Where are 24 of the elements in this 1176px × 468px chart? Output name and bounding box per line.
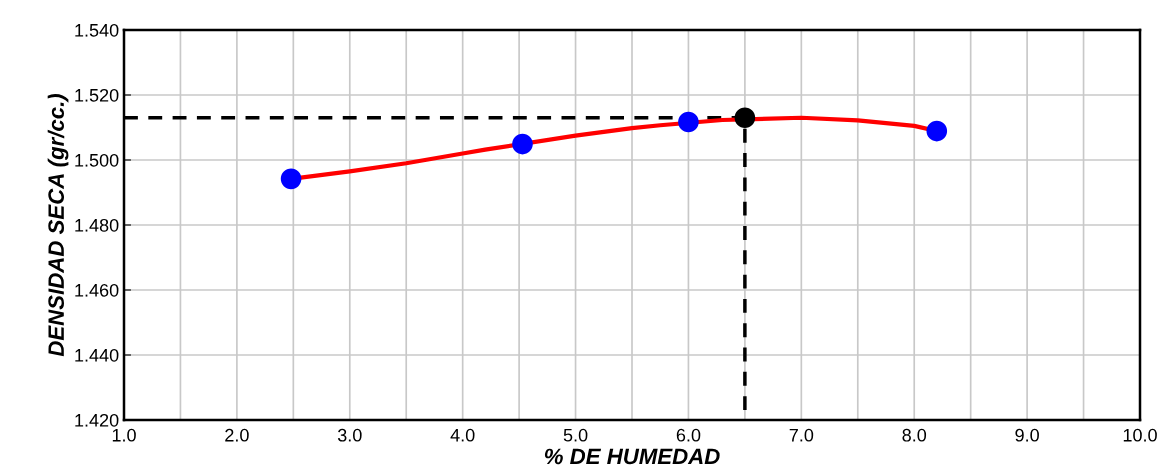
x-tick-label: 3.0 — [337, 428, 362, 442]
x-tick-label: 10.0 — [1123, 428, 1157, 442]
y-axis-title: DENSIDAD SECA (gr/cc.) — [47, 93, 69, 357]
x-tick-label: 1.0 — [112, 428, 136, 442]
x-tick-label: 7.0 — [789, 428, 814, 442]
x-tick-label: 4.0 — [450, 428, 475, 442]
y-tick-label: 1.480 — [75, 218, 119, 232]
x-tick-label: 5.0 — [563, 428, 588, 442]
x-tick-label: 8.0 — [902, 428, 927, 442]
y-tick-label: 1.500 — [75, 153, 119, 167]
point — [926, 120, 948, 142]
point — [512, 133, 533, 155]
y-tick-label: 1.540 — [75, 23, 119, 37]
point — [734, 107, 756, 129]
point — [678, 111, 699, 133]
point — [280, 168, 302, 190]
y-tick-label: 1.460 — [75, 283, 119, 297]
y-tick-label: 1.420 — [75, 413, 119, 427]
x-axis-title: % DE HUMEDAD — [544, 448, 720, 465]
x-tick-label: 2.0 — [225, 428, 249, 442]
y-tick-label: 1.440 — [75, 348, 119, 362]
x-tick-label: 6.0 — [676, 428, 701, 442]
x-tick-label: 9.0 — [1015, 428, 1039, 442]
y-tick-label: 1.520 — [75, 88, 119, 102]
